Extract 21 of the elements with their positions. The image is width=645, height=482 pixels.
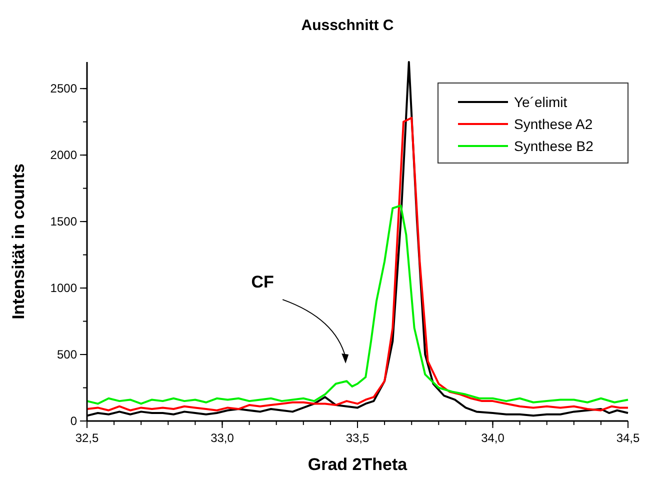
- x-tick-label: 34,0: [481, 431, 505, 445]
- legend-label: Synthese A2: [514, 116, 593, 132]
- x-tick-label: 33,5: [346, 431, 370, 445]
- y-tick-label: 2500: [50, 82, 78, 96]
- y-tick-label: 0: [70, 414, 78, 428]
- line-series: [86, 204, 629, 405]
- x-tick-label: 32,5: [75, 431, 99, 445]
- legend-label: Ye´elimit: [514, 94, 568, 110]
- x-tick-label: 34,5: [616, 431, 640, 445]
- y-tick-label: 500: [56, 348, 78, 362]
- x-axis-title: Grad 2Theta: [308, 455, 408, 474]
- line-series: [86, 61, 629, 417]
- y-axis-title: Intensität in counts: [9, 164, 28, 320]
- y-tick-label: 2000: [50, 148, 78, 162]
- y-tick-label: 1500: [50, 214, 78, 229]
- annotation: CF: [251, 272, 274, 292]
- chart-title: Ausschnitt C: [301, 17, 394, 34]
- legend-label: Synthese B2: [514, 138, 594, 154]
- x-tick-label: 33,0: [210, 431, 234, 445]
- y-tick-label: 1000: [50, 281, 78, 296]
- line-series: [86, 116, 629, 412]
